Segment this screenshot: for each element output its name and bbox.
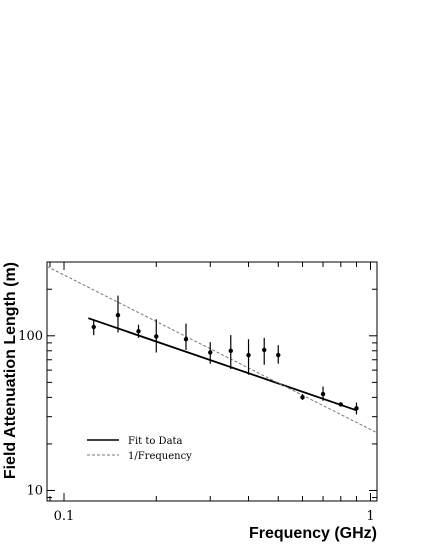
data-point [320, 391, 326, 397]
data-point [183, 337, 189, 342]
data-point [228, 348, 233, 353]
data-point [208, 350, 213, 355]
data-point [136, 329, 141, 334]
plot-frame [46, 261, 378, 502]
y-axis-title: Field Attenuation Length (m) [2, 262, 19, 479]
x-tick-label: 1 [366, 509, 374, 524]
legend: Fit to Data 1/Frequency [87, 436, 192, 462]
axes: 0.1 1 10 100 [18, 261, 377, 524]
data-point [91, 324, 96, 330]
lines [46, 265, 378, 434]
data-point [246, 352, 251, 358]
data-point [276, 352, 281, 358]
x-axis-title: Frequency (GHz) [249, 525, 377, 542]
y-tick-label: 10 [26, 483, 43, 498]
data-point [115, 312, 121, 318]
inverse-frequency-line [46, 265, 378, 434]
data-point [338, 402, 344, 407]
data-point [262, 347, 267, 353]
y-tick-label: 100 [18, 329, 43, 344]
legend-label-fit: Fit to Data [128, 436, 183, 447]
legend-label-inverse-frequency: 1/Frequency [128, 451, 192, 462]
x-tick-label: 0.1 [54, 509, 75, 524]
data-point [300, 395, 305, 400]
data-point [154, 334, 159, 339]
data-points [91, 295, 359, 415]
data-point [354, 406, 359, 411]
fit-line [88, 317, 357, 412]
